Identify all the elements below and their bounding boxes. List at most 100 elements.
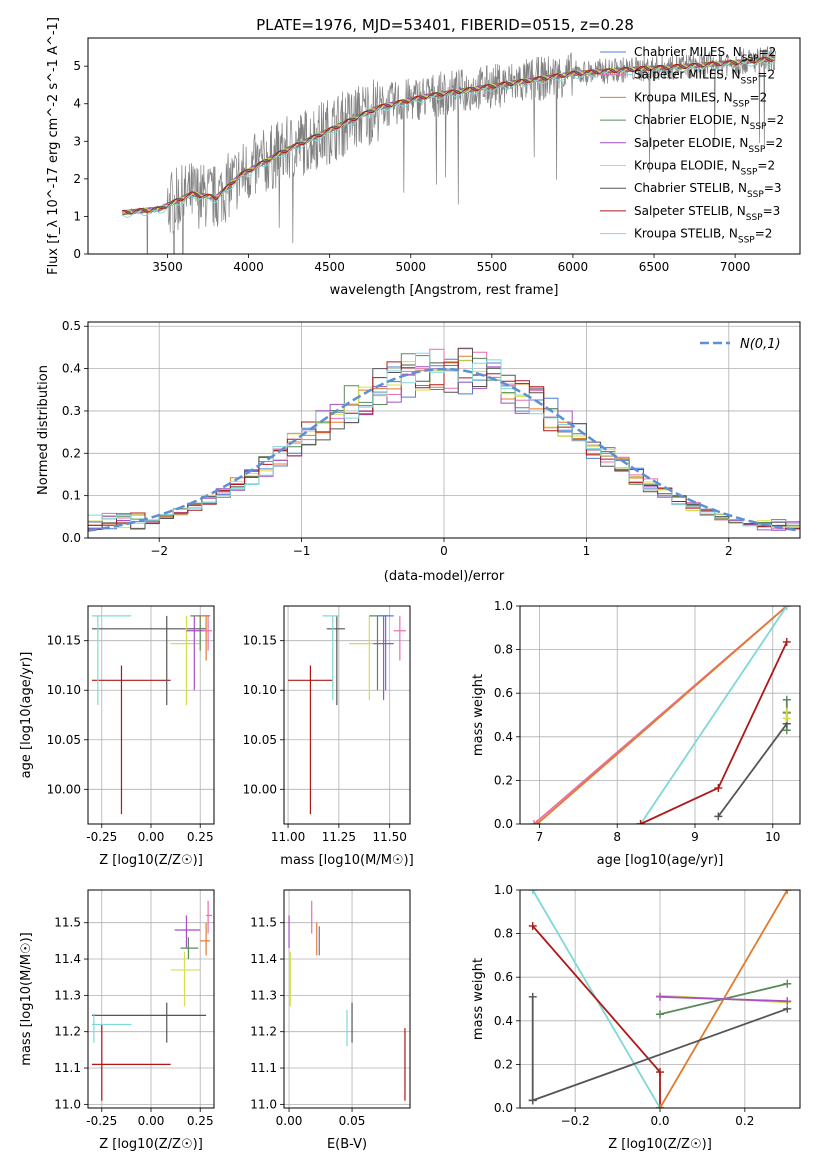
mass-weight-marker [783,997,792,1006]
y-tick-label: 10.10 [243,683,277,697]
x-axis-label: (data-model)/error [384,569,505,584]
legend-nssp: =2 [766,113,784,127]
mass-weight-line [639,606,788,824]
y-tick-label: 11.4 [250,952,277,966]
y-axis-label: Flux [f_λ 10^-17 erg cm^-2 s^-1 A^-1] [46,17,61,275]
mass-weight-line [536,606,788,824]
mass-weight-line [532,925,661,1108]
residual-plot-area [88,347,800,532]
errorbar-plot-area [91,615,213,815]
axes-frame [87,321,801,539]
y-tick-label: 0.6 [494,686,513,700]
mass-weight-marker [636,820,645,824]
axes-frame [519,889,801,1109]
x-tick-label: 4500 [314,260,345,274]
legend-entry: Salpeter STELIB, NSSP=3 [634,204,780,223]
y-tick-label: 2 [73,172,81,186]
legend-entry: Chabrier ELODIE, NSSP=2 [634,113,784,132]
x-axis-label: E(B-V) [327,1137,367,1152]
y-tick-label: 0.4 [494,730,513,744]
mass-vs-extinction-panel: 0.00 0.05 11.0 11.1 11.2 11.3 11.4 11.5 E(B-V) [250,889,411,1152]
axes-frame [283,605,411,825]
y-tick-label: 0.0 [494,1101,513,1115]
y-tick-label: 0.0 [62,531,81,545]
y-axis-label: mass weight [471,674,486,756]
legend-subscript: SSP [746,213,763,223]
y-tick-label: 0.1 [62,489,81,503]
y-tick-label: 11.5 [250,916,277,930]
x-tick-label: 0.0 [650,1114,669,1128]
y-tick-label: 0.2 [494,1057,513,1071]
x-tick-label: −0.2 [561,1114,590,1128]
x-tick-label: 9 [691,830,699,844]
mass-weight-line [659,995,788,1003]
mass-weight-marker [782,707,791,716]
y-tick-label: 0.8 [494,927,513,941]
legend-nssp: =2 [757,68,775,82]
model-spectrum-line [121,56,775,214]
y-tick-label: 1 [73,209,81,223]
x-tick-label: 0.2 [735,1114,754,1128]
mass-vs-metallicity-panel: -0.25 0.00 0.25 11.0 11.1 11.2 11.3 11.4 11.5 Z [… [19,889,215,1152]
x-tick-label: 5500 [477,260,508,274]
y-tick-label: 3 [73,134,81,148]
x-tick-label: 0.00 [276,1114,303,1128]
spectrum-panel: 3500 4000 4500 5000 5500 6000 6500 7000 0 1 2 3 4 5 wa… [46,17,801,298]
mass-weight-plot-area [530,606,791,824]
y-tick-label: 11.3 [250,988,277,1002]
y-tick-label: 10.10 [47,683,81,697]
mass-weight-marker [656,1068,664,1077]
y-axis-label: age [log10(age/yr)] [19,652,34,779]
y-tick-label: 4 [73,97,81,111]
mass-weight-marker [782,606,791,610]
axes-frame [519,605,801,825]
y-tick-label: 11.2 [250,1025,277,1039]
y-tick-label: 11.5 [54,916,81,930]
figure-title: PLATE=1976, MJD=53401, FIBERID=0515, z=0… [256,16,634,34]
mass-weight-marker [656,1010,664,1019]
mass-weight-marker [783,979,792,988]
legend-subscript: SSP [742,54,759,64]
y-tick-label: 11.2 [54,1025,81,1039]
legend-entry: Kroupa ELODIE, NSSP=2 [634,159,775,178]
x-tick-label: 6500 [639,260,670,274]
y-tick-label: 10.00 [243,782,277,796]
y-tick-label: 10.05 [47,733,81,747]
x-axis-label: Z [log10(Z/Z☉)] [99,1137,203,1152]
legend-entry: Chabrier MILES, NSSP=2 [634,45,776,64]
y-tick-label: 0.0 [494,817,513,831]
x-tick-label: −2 [150,544,168,558]
legend-nssp: =2 [755,227,773,241]
y-tick-label: 10.15 [47,634,81,648]
x-axis-label: Z [log10(Z/Z☉)] [99,853,203,868]
x-tick-label: 0.00 [138,1114,165,1128]
x-tick-label: 0.05 [339,1114,366,1128]
mass-weight-line [717,723,788,817]
legend-subscript: SSP [741,168,758,178]
legend-subscript: SSP [748,145,765,155]
y-axis-label: mass weight [471,958,486,1040]
axes-frame [283,889,411,1109]
y-axis-label: mass [log10(M/M☉)] [19,932,34,1065]
legend-subscript: SSP [750,122,767,132]
x-axis-label: Z [log10(Z/Z☉)] [608,1137,712,1152]
x-tick-label: 2 [725,544,733,558]
axes-frame [87,605,215,825]
legend-nssp: =2 [750,90,768,104]
x-tick-label: 5000 [395,260,426,274]
legend-entry: N(0,1) [740,337,781,352]
y-tick-label: 10.00 [47,782,81,796]
mass-weight-marker [528,921,537,930]
x-axis-label: age [log10(age/yr)] [597,853,724,868]
mass-weight-marker [714,812,723,821]
legend-entry: Kroupa STELIB, NSSP=2 [634,227,772,246]
mass-weight-marker [530,820,538,824]
legend-nssp: =3 [764,181,782,195]
y-tick-label: 0.2 [62,446,81,460]
mass-weight-marker [656,1104,664,1108]
mass-weight-vs-age-panel: 7 8 9 10 0.0 0.2 0.4 0.6 0.8 1.0 age [log10(age/yr… [471,599,801,868]
legend-subscript: SSP [738,236,755,246]
y-tick-label: 0 [73,247,81,261]
y-tick-label: 0.4 [62,362,81,376]
